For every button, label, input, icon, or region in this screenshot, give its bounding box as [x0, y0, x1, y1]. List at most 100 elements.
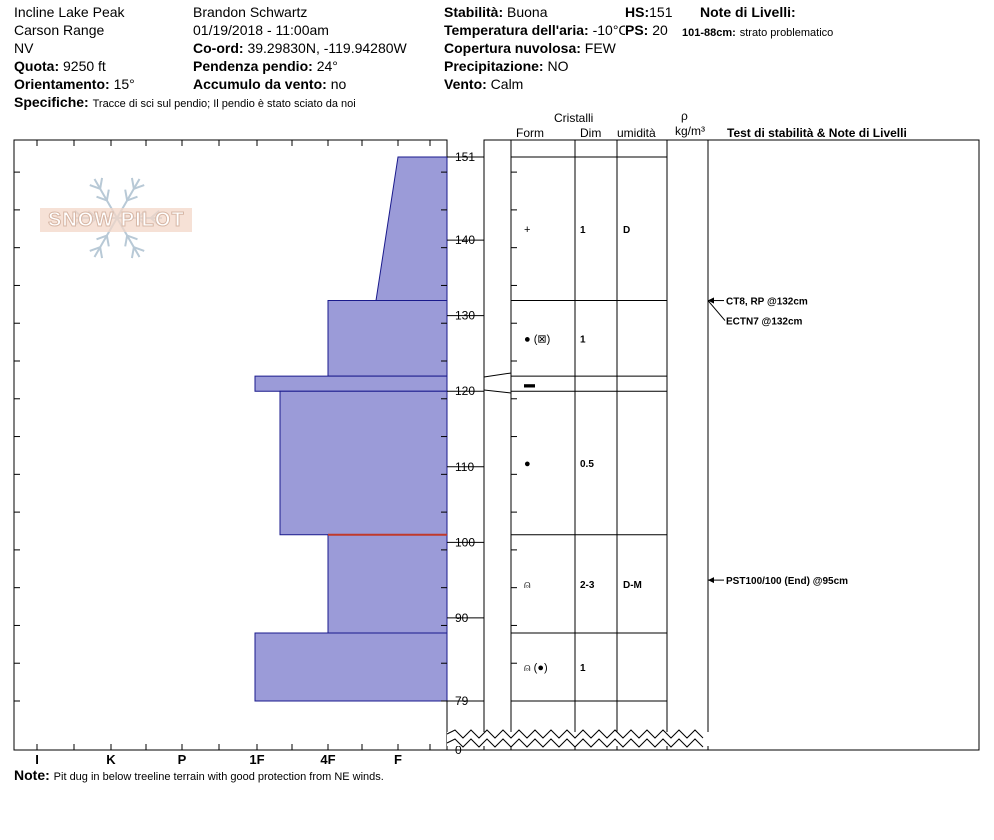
accumulo-field: Accumulo da vento: no — [193, 76, 346, 92]
test-arrowhead — [708, 297, 714, 304]
pendenza-field: Pendenza pendio: 24° — [193, 58, 338, 74]
hs-value: 151 — [649, 4, 673, 20]
crystal-form: ▬ — [524, 379, 535, 391]
quota-label: Quota: — [14, 58, 60, 74]
temp-value: -10°C — [592, 22, 629, 38]
crystal-form: + — [524, 224, 530, 236]
crystal-form: ● — [524, 458, 531, 470]
specifiche-field: Specifiche: Tracce di sci sul pendio; Il… — [14, 94, 356, 112]
hardness-label: F — [394, 752, 402, 767]
note-livelli-value: strato problematico — [739, 27, 834, 39]
temp-label: Temperatura dell'aria: — [444, 22, 589, 38]
ps-field: PS: 20 — [625, 22, 668, 38]
coord-label: Co-ord: — [193, 40, 244, 56]
quota-field: Quota: 9250 ft — [14, 58, 106, 74]
specifiche-label: Specifiche: — [14, 94, 89, 110]
col-dim: Dim — [580, 126, 602, 140]
crystal-dim: 2-3 — [580, 580, 595, 591]
crystal-wetness: D — [623, 225, 630, 236]
hardness-layer — [327, 300, 448, 377]
hardness-layer — [279, 390, 448, 536]
hardness-layer — [254, 375, 448, 392]
snowflake-branch — [124, 189, 129, 201]
vento-value: Calm — [490, 76, 524, 92]
test-arrow — [707, 300, 726, 321]
crystal-form: ⍝ — [524, 579, 531, 591]
crystal-dim: 1 — [580, 225, 586, 236]
snowflake-branch — [130, 177, 135, 189]
snowflake-branch — [124, 235, 129, 247]
vento-label: Vento: — [444, 76, 487, 92]
pendenza-label: Pendenza pendio: — [193, 58, 313, 74]
hardness-layer — [375, 156, 448, 302]
layer-connector — [483, 389, 512, 394]
test-arrowhead — [708, 577, 714, 584]
stabilita-value: Buona — [507, 4, 548, 20]
note-livelli-entry: 101-88cm: strato problematico — [682, 23, 833, 41]
snowflake-branch — [96, 195, 108, 202]
note-livelli-title: Note di Livelli: — [700, 4, 796, 20]
footer-note: Note: Pit dug in below treeline terrain … — [14, 767, 384, 785]
col-umidita: umidità — [617, 126, 656, 140]
snowflake-branch — [130, 247, 135, 259]
snowflake-branch — [133, 246, 145, 252]
stability-test-label: CT8, RP @132cm — [726, 297, 808, 308]
specifiche-value: Tracce di sci sul pendio; Il pendio è st… — [92, 98, 356, 110]
crystals-frame — [483, 139, 980, 751]
hardness-label: 1F — [249, 752, 264, 767]
crystal-form: ● (⊠) — [524, 333, 550, 345]
hardness-layer — [254, 632, 448, 702]
snowflake-branch — [126, 195, 138, 202]
accumulo-value: no — [330, 76, 347, 92]
axis-break-bottom — [446, 738, 704, 748]
layer-connector — [483, 372, 512, 378]
coord-value: 39.29830N, -119.94280W — [247, 40, 407, 56]
col-rho: ρ — [681, 109, 688, 123]
snowflake-branch — [105, 235, 110, 247]
hardness-label: K — [106, 752, 116, 767]
crystal-dim: 1 — [580, 663, 586, 674]
hardness-label: 4F — [320, 752, 335, 767]
crystal-dim: 1 — [580, 334, 586, 345]
stabilita-label: Stabilità: — [444, 4, 504, 20]
observer-name: Brandon Schwartz — [193, 4, 308, 20]
snowflake-branch — [105, 189, 110, 201]
stability-test-label: ECTN7 @132cm — [726, 317, 803, 328]
vento-field: Vento: Calm — [444, 76, 523, 92]
orient-value: 15° — [113, 76, 135, 92]
footer-note-value: Pit dug in below treeline terrain with g… — [53, 771, 384, 783]
crystal-wetness: D-M — [623, 580, 642, 591]
logo-text: SNOW PILOT — [48, 209, 185, 232]
col-form: Form — [516, 126, 544, 140]
note-livelli-range: 101-88cm: — [682, 27, 736, 39]
copertura-label: Copertura nuvolosa: — [444, 40, 581, 56]
stability-test-label: PST100/100 (End) @95cm — [726, 576, 848, 587]
copertura-value: FEW — [584, 40, 616, 56]
crystal-dim: 0.5 — [580, 459, 594, 470]
footer-note-label: Note: — [14, 767, 50, 783]
snowflake-branch — [89, 184, 101, 190]
quota-value: 9250 ft — [63, 58, 106, 74]
precip-field: Precipitazione: NO — [444, 58, 568, 74]
range-name: Carson Range — [14, 22, 105, 38]
state-name: NV — [14, 40, 34, 56]
col-cristalli: Cristalli — [554, 111, 594, 125]
hardness-layer — [327, 534, 448, 634]
stabilita-field: Stabilità: Buona — [444, 4, 548, 20]
location-name: Incline Lake Peak — [14, 4, 125, 20]
snowflake-branch — [99, 247, 104, 259]
snowflake-branch — [89, 246, 101, 252]
snowflake-branch — [99, 177, 104, 189]
copertura-field: Copertura nuvolosa: FEW — [444, 40, 616, 56]
hs-label: HS: — [625, 4, 650, 20]
col-test: Test di stabilità & Note di Livelli — [727, 126, 907, 140]
snowflake-branch — [126, 234, 138, 241]
accumulo-label: Accumulo da vento: — [193, 76, 327, 92]
snowflake-branch — [133, 184, 145, 190]
precip-label: Precipitazione: — [444, 58, 544, 74]
logo-banner — [40, 208, 192, 232]
crystal-form: ⍝ (●) — [524, 662, 548, 674]
axis-break-top — [446, 729, 704, 739]
snowflake-branch — [96, 234, 108, 241]
